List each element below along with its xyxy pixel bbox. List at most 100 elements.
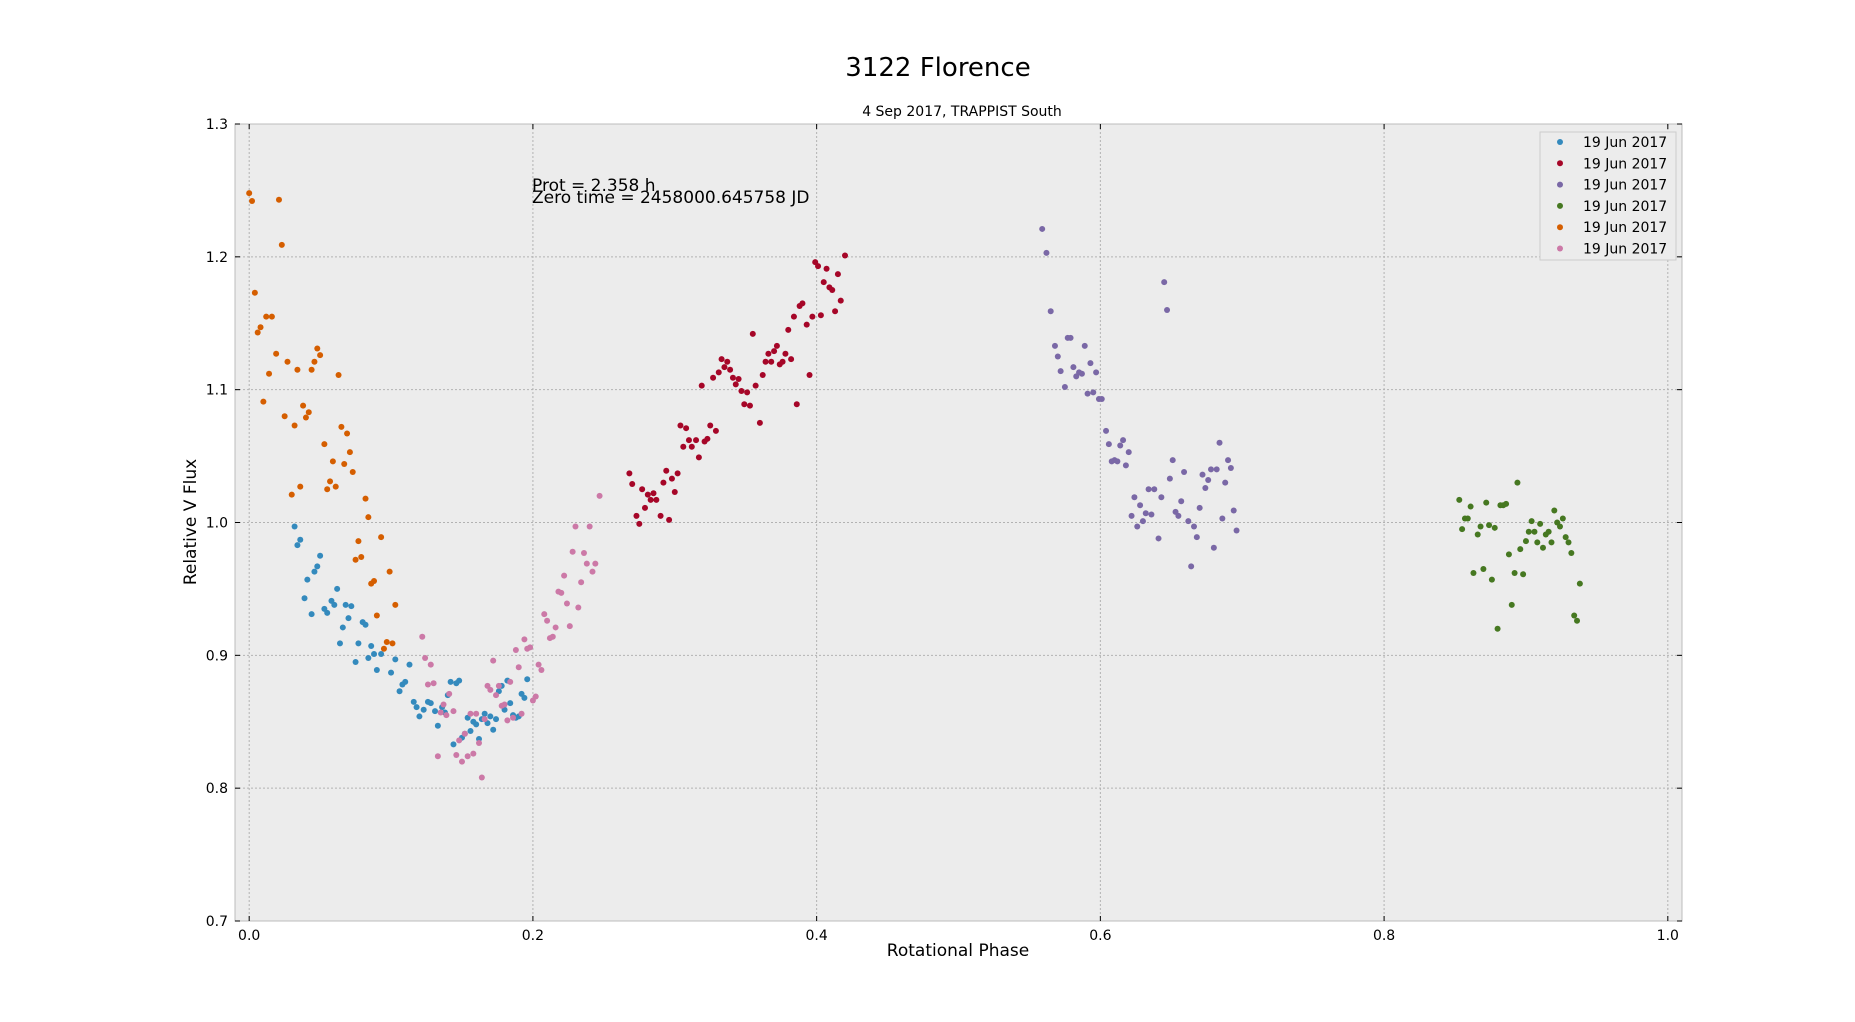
data-point: [478, 774, 485, 781]
data-point: [809, 313, 816, 320]
data-point: [1185, 518, 1192, 525]
data-point: [1090, 389, 1097, 396]
data-point: [467, 710, 474, 717]
y-tick-label: 0.7: [206, 914, 228, 930]
data-point: [566, 623, 573, 630]
data-point: [331, 601, 338, 608]
data-point: [515, 664, 522, 671]
data-point: [563, 600, 570, 607]
data-point: [443, 712, 450, 719]
data-point: [297, 483, 304, 490]
data-point: [626, 470, 633, 477]
data-point: [1486, 522, 1493, 529]
data-point: [402, 678, 409, 685]
data-point: [260, 398, 267, 405]
data-point: [308, 366, 315, 373]
data-point: [1522, 538, 1529, 545]
data-point: [1164, 306, 1171, 313]
data-point: [1545, 528, 1552, 535]
data-point: [641, 504, 648, 511]
data-point: [371, 651, 378, 658]
legend-marker: [1557, 181, 1563, 188]
data-point: [450, 708, 457, 715]
data-point: [373, 666, 380, 673]
data-point: [281, 413, 288, 420]
data-point: [782, 350, 789, 357]
data-point: [278, 241, 285, 248]
data-point: [324, 609, 331, 616]
data-point: [344, 430, 351, 437]
data-point: [721, 364, 728, 371]
data-point: [1078, 370, 1085, 377]
data-point: [663, 467, 670, 474]
series-1: [291, 523, 531, 748]
data-point: [527, 644, 534, 651]
data-point: [446, 690, 453, 697]
data-point: [592, 560, 599, 567]
data-point: [422, 654, 429, 661]
data-point: [1181, 469, 1188, 476]
data-point: [510, 714, 517, 721]
data-point: [317, 552, 324, 559]
data-point: [406, 661, 413, 668]
data-point: [493, 692, 500, 699]
data-point: [476, 740, 483, 747]
data-point: [1061, 384, 1068, 391]
data-point: [473, 710, 480, 717]
data-point: [558, 589, 565, 596]
data-point: [1208, 466, 1215, 473]
data-point: [1190, 523, 1197, 530]
data-point: [342, 601, 349, 608]
data-point: [715, 369, 722, 376]
series-6: [419, 492, 603, 781]
data-point: [759, 372, 766, 379]
data-point: [650, 490, 657, 497]
data-point: [633, 512, 640, 519]
data-point: [1517, 546, 1524, 553]
data-point: [327, 478, 334, 485]
data-point: [1565, 539, 1572, 546]
legend-label: 19 Jun 2017: [1583, 220, 1667, 236]
data-point: [294, 542, 301, 549]
data-point: [666, 516, 673, 523]
legend-marker: [1557, 160, 1563, 167]
data-point: [535, 661, 542, 668]
data-point: [837, 297, 844, 304]
data-point: [305, 409, 312, 416]
data-point: [596, 492, 603, 499]
data-point: [1145, 486, 1152, 493]
data-point: [1199, 471, 1206, 478]
data-point: [507, 678, 514, 685]
legend-label: 19 Jun 2017: [1583, 242, 1667, 258]
data-point: [437, 709, 444, 716]
data-point: [332, 483, 339, 490]
data-point: [301, 595, 308, 602]
legend-label: 19 Jun 2017: [1583, 178, 1667, 194]
y-tick-label: 1.2: [206, 250, 228, 266]
data-point: [1464, 515, 1471, 522]
data-point: [647, 496, 654, 503]
y-tick-label: 1.3: [206, 117, 228, 133]
legend-marker: [1557, 245, 1563, 252]
x-tick-label: 0.0: [238, 928, 260, 944]
data-point: [1166, 475, 1173, 482]
data-point: [419, 633, 426, 640]
data-point: [741, 401, 748, 408]
data-point: [302, 414, 309, 421]
data-point: [1139, 518, 1146, 525]
data-point: [1084, 390, 1091, 397]
series-5: [246, 190, 399, 652]
data-point: [365, 654, 372, 661]
y-tick-label: 0.9: [206, 648, 228, 664]
data-point: [538, 666, 545, 673]
data-point: [1233, 527, 1240, 534]
data-point: [829, 287, 836, 294]
data-point: [1474, 531, 1481, 538]
data-point: [335, 372, 342, 379]
data-point: [487, 686, 494, 693]
data-point: [355, 538, 362, 545]
gridlines: [235, 124, 1682, 921]
data-point: [712, 427, 719, 434]
data-point: [341, 461, 348, 468]
